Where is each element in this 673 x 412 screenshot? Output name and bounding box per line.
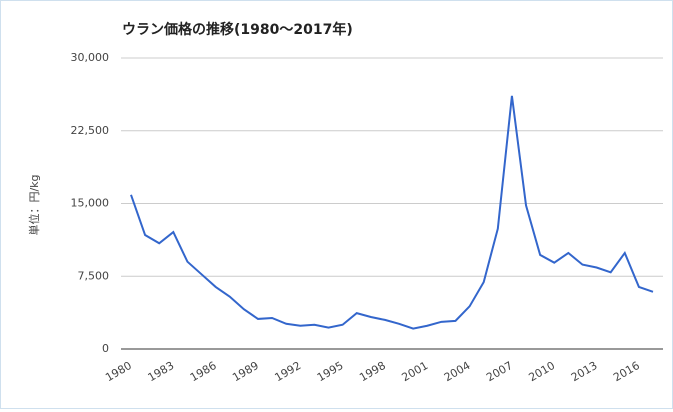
y-tick-label: 30,000 bbox=[71, 51, 110, 64]
x-tick-label: 2004 bbox=[442, 359, 473, 384]
x-tick-label: 1992 bbox=[273, 359, 304, 384]
y-tick-label: 0 bbox=[102, 342, 109, 355]
y-tick-label: 7,500 bbox=[78, 269, 110, 282]
x-tick-label: 2013 bbox=[569, 359, 600, 384]
y-tick-label: 22,500 bbox=[71, 124, 110, 137]
x-tick-label: 2001 bbox=[400, 359, 431, 384]
x-tick-label: 1980 bbox=[103, 359, 134, 384]
x-tick-label: 1998 bbox=[357, 359, 388, 384]
x-tick-label: 1983 bbox=[146, 359, 177, 384]
x-tick-label: 2016 bbox=[611, 359, 642, 384]
x-tick-label: 1986 bbox=[188, 359, 219, 384]
chart-title: ウラン価格の推移(1980～2017年) bbox=[122, 21, 353, 38]
x-tick-label: 1989 bbox=[230, 359, 261, 384]
y-tick-label: 15,000 bbox=[71, 197, 110, 210]
x-tick-label: 2007 bbox=[484, 359, 515, 384]
x-tick-label: 2010 bbox=[526, 359, 557, 384]
x-tick-label: 1995 bbox=[315, 359, 346, 384]
line-series bbox=[130, 95, 654, 330]
y-axis-label: 単位：円/kg bbox=[27, 174, 41, 235]
